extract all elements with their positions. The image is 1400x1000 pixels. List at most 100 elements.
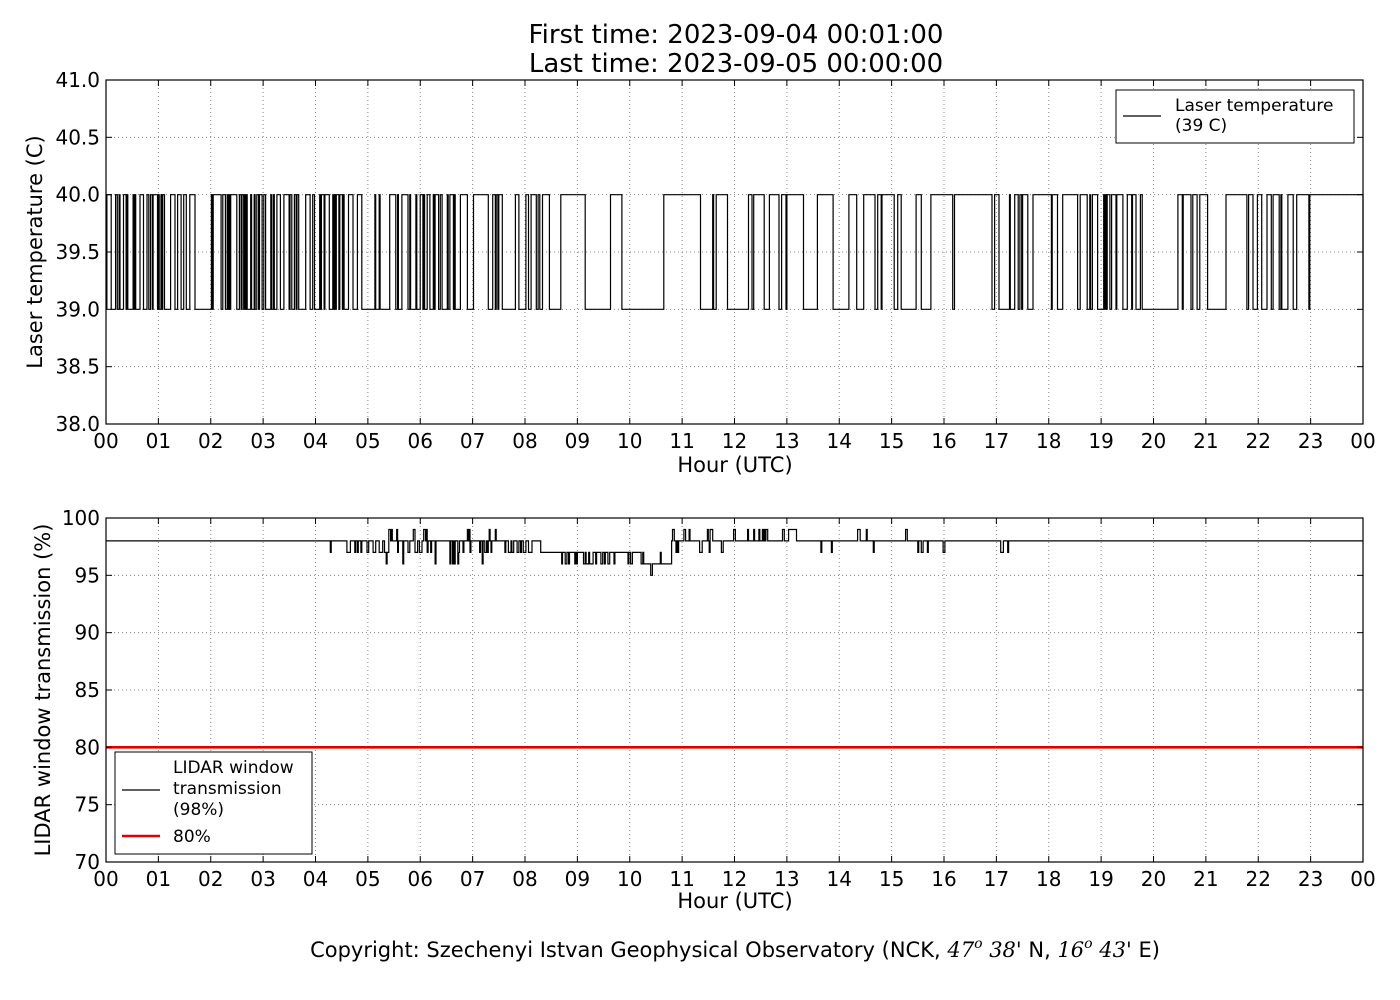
x-tick-label: 13 — [774, 429, 799, 453]
x-tick-label: 23 — [1298, 867, 1323, 891]
x-tick-label: 20 — [1141, 429, 1166, 453]
laser-temperature-series-line — [106, 194, 1364, 310]
y-tick-label: 95 — [75, 563, 100, 587]
x-tick-label: 11 — [669, 429, 694, 453]
y-tick-label: 41.0 — [55, 68, 100, 92]
y-tick-label: 90 — [75, 621, 100, 645]
x-tick-label: 06 — [408, 429, 433, 453]
longitude-hemisphere: E) — [1132, 938, 1160, 962]
lidar-plot-area — [106, 528, 1363, 749]
chart-title-first-time: First time: 2023-09-04 00:01:00 — [529, 20, 944, 50]
x-tick-label: 02 — [198, 429, 223, 453]
x-tick-label: 00 — [1350, 429, 1375, 453]
x-tick-label: 19 — [1088, 429, 1113, 453]
x-tick-label: 08 — [512, 867, 537, 891]
x-tick-label: 18 — [1036, 429, 1061, 453]
y-tick-label: 39.0 — [55, 297, 100, 321]
x-tick-label: 15 — [879, 867, 904, 891]
x-tick-label: 20 — [1141, 867, 1166, 891]
x-tick-label: 15 — [879, 429, 904, 453]
lidar-y-axis-label: LIDAR window transmission (%) — [31, 524, 55, 857]
x-tick-label: 09 — [565, 867, 590, 891]
lidar-x-ticks: 00 01 02 03 04 05 06 07 08 09 10 11 12 13 14 15 16 17 18 19… — [93, 518, 1376, 891]
x-tick-label: 16 — [931, 429, 956, 453]
y-tick-label: 38.5 — [55, 355, 100, 379]
y-tick-label: 80 — [75, 735, 100, 759]
x-tick-label: 05 — [355, 429, 380, 453]
threshold-legend-label: 80% — [173, 827, 211, 847]
laser-grid — [106, 80, 1363, 424]
x-tick-label: 06 — [408, 867, 433, 891]
x-tick-label: 00 — [93, 867, 118, 891]
laser-y-ticks: 38.0 38.5 39.0 39.5 40.0 40.5 41.0 — [55, 68, 1363, 436]
x-tick-label: 00 — [1350, 867, 1375, 891]
y-tick-label: 38.0 — [55, 412, 100, 436]
x-tick-label: 23 — [1298, 429, 1323, 453]
laser-legend: Laser temperature (39 C) — [1115, 89, 1355, 144]
x-tick-label: 14 — [827, 867, 852, 891]
x-tick-label: 10 — [617, 429, 642, 453]
lidar-x-axis-label: Hour (UTC) — [677, 889, 792, 913]
x-tick-label: 22 — [1246, 429, 1271, 453]
x-tick-label: 00 — [93, 429, 118, 453]
latitude-degrees: 47 — [946, 938, 974, 962]
x-tick-label: 21 — [1193, 429, 1218, 453]
laser-legend-label-line1: Laser temperature — [1175, 96, 1333, 116]
x-tick-label: 17 — [984, 867, 1009, 891]
longitude-degrees: 16 — [1057, 938, 1084, 962]
x-tick-label: 12 — [722, 429, 747, 453]
chart-title-last-time: Last time: 2023-09-05 00:00:00 — [529, 49, 943, 79]
copyright-text: Copyright: Szechenyi Istvan Geophysical … — [310, 936, 1160, 962]
x-tick-label: 07 — [460, 429, 485, 453]
x-tick-label: 11 — [669, 867, 694, 891]
x-tick-label: 04 — [303, 429, 328, 453]
laser-y-axis-label: Laser temperature (C) — [23, 135, 47, 368]
x-tick-label: 03 — [250, 429, 275, 453]
x-tick-label: 08 — [512, 429, 537, 453]
lidar-legend-label-line1: LIDAR window — [173, 758, 294, 778]
lidar-y-ticks: 70 75 80 85 90 95 100 — [62, 506, 1363, 874]
lidar-transmission-panel: 00 01 02 03 04 05 06 07 08 09 10 11 12 13 14 15 16 17 18 19… — [31, 506, 1376, 913]
x-tick-label: 07 — [460, 867, 485, 891]
lidar-legend: LIDAR window transmission (98%) 80% — [114, 751, 313, 855]
laser-x-axis-label: Hour (UTC) — [677, 453, 792, 477]
y-tick-label: 40.5 — [55, 125, 100, 149]
x-tick-label: 18 — [1036, 867, 1061, 891]
x-tick-label: 21 — [1193, 867, 1218, 891]
x-tick-label: 09 — [565, 429, 590, 453]
y-tick-label: 40.0 — [55, 183, 100, 207]
latitude-degree-mark: o — [974, 936, 982, 952]
x-tick-label: 17 — [984, 429, 1009, 453]
y-tick-label: 85 — [75, 678, 100, 702]
x-tick-label: 04 — [303, 867, 328, 891]
x-tick-label: 01 — [146, 867, 171, 891]
x-tick-label: 05 — [355, 867, 380, 891]
longitude-degree-mark: o — [1084, 936, 1092, 952]
laser-plot-area — [106, 194, 1364, 310]
lidar-grid — [106, 518, 1363, 862]
x-tick-label: 01 — [146, 429, 171, 453]
x-tick-label: 12 — [722, 867, 747, 891]
x-tick-label: 10 — [617, 867, 642, 891]
laser-x-ticks: 00 01 02 03 04 05 06 07 08 09 10 11 12 13 14 15 16 17 18 19… — [93, 80, 1376, 453]
lidar-legend-label-line3: (98%) — [173, 800, 224, 820]
x-tick-label: 14 — [827, 429, 852, 453]
y-tick-label: 100 — [62, 506, 100, 530]
lidar-legend-label-line2: transmission — [173, 779, 282, 799]
x-tick-label: 16 — [931, 867, 956, 891]
y-tick-label: 39.5 — [55, 240, 100, 264]
x-tick-label: 02 — [198, 867, 223, 891]
x-tick-label: 03 — [250, 867, 275, 891]
x-tick-label: 13 — [774, 867, 799, 891]
longitude-minutes: 43' — [1093, 938, 1132, 962]
copyright-prefix: Copyright: Szechenyi Istvan Geophysical … — [310, 938, 947, 962]
y-tick-label: 70 — [75, 850, 100, 874]
laser-legend-label-line2: (39 C) — [1175, 116, 1227, 136]
y-tick-label: 75 — [75, 793, 100, 817]
latitude-minutes: 38' — [983, 938, 1022, 962]
x-tick-label: 19 — [1088, 867, 1113, 891]
laser-temperature-panel: 00 01 02 03 04 05 06 07 08 09 10 11 12 13 14 15 16 17 18 19… — [23, 68, 1376, 477]
lidar-transmission-series-line — [106, 528, 1363, 576]
x-tick-label: 22 — [1246, 867, 1271, 891]
